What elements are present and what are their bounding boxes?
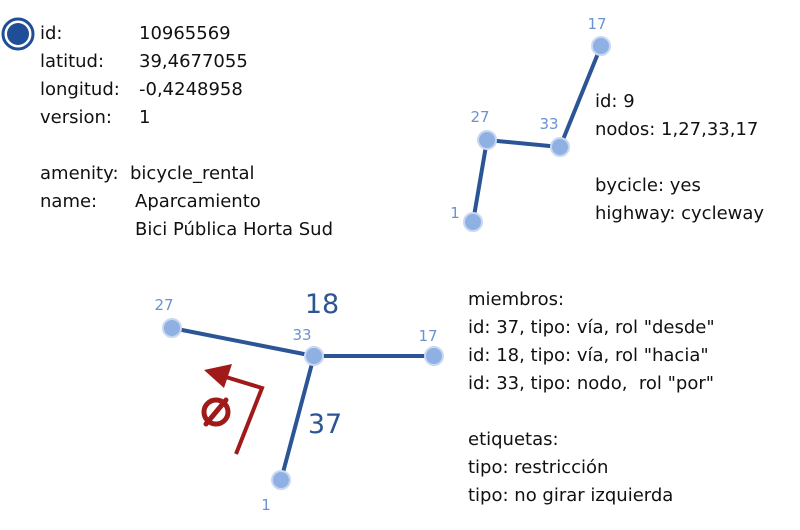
field-key: longitud: [40, 79, 120, 100]
field-value: -0,4248958 [139, 79, 243, 100]
way-node-1 [463, 212, 483, 232]
way-node-33 [550, 137, 570, 157]
node-field: longitud: -0,4248958 [40, 76, 380, 104]
relation-nodes [162, 318, 444, 490]
relation-node-label: 27 [154, 296, 173, 314]
node-info: id: 10965569 latitud: 39,4677055 longitu… [40, 20, 380, 132]
relation-node-label: 17 [418, 327, 437, 345]
relation-info: miembros: id: 37, tipo: vía, rol "desde"… [468, 286, 793, 510]
relation-info-line: etiquetas: [468, 429, 559, 450]
relation-node-1 [271, 470, 291, 490]
way-label-37: 37 [308, 409, 342, 440]
field-key: id: [40, 23, 63, 44]
relation-info-line [468, 398, 793, 426]
relation-node-labels: 27 33 17 1 [154, 296, 437, 514]
node-tag: amenity: bicycle_rental [40, 160, 380, 188]
tag-value: Bici Pública Horta Sud [135, 219, 334, 240]
relation-node-17 [424, 346, 444, 366]
node-field: version: 1 [40, 104, 380, 132]
tag-value: Aparcamiento [135, 191, 261, 212]
node-field: latitud: 39,4677055 [40, 48, 380, 76]
way-node-17 [591, 36, 611, 56]
way-info-line: highway: cycleway [595, 203, 765, 224]
relation-info-line: id: 37, tipo: vía, rol "desde" [468, 317, 715, 338]
way-node-label: 17 [587, 15, 606, 33]
node-tag: Bici Pública Horta Sud [40, 216, 380, 244]
way-node-27 [477, 130, 497, 150]
node-tags: amenity: bicycle_rental name: Aparcamien… [40, 160, 380, 244]
way-info-line: bycicle: yes [595, 175, 701, 196]
field-value: 39,4677055 [139, 51, 248, 72]
tag-value: bicycle_rental [130, 163, 255, 184]
relation-info-line: tipo: no girar izquierda [468, 485, 674, 506]
field-value: 1 [139, 107, 151, 128]
relation-node-label: 33 [292, 326, 311, 344]
relation-node-27 [162, 318, 182, 338]
way-info: id: 9 nodos: 1,27,33,17 bycicle: yes hig… [595, 88, 795, 228]
way-node-labels: 17 27 33 1 [450, 15, 606, 222]
way-nodes [463, 36, 611, 232]
tag-key: name: [40, 191, 98, 212]
node-field: id: 10965569 [40, 20, 380, 48]
field-value: 10965569 [139, 23, 231, 44]
way-node-label: 27 [470, 108, 489, 126]
way-info-line: id: 9 [595, 91, 635, 112]
field-key: latitud: [40, 51, 105, 72]
no-left-turn-icon [201, 364, 265, 455]
tag-key: amenity: [40, 163, 119, 184]
way-node-label: 33 [539, 115, 558, 133]
relation-node-33 [304, 346, 324, 366]
node-marker-icon [1, 17, 35, 51]
field-key: version: [40, 107, 112, 128]
relation-info-line: tipo: restricción [468, 457, 609, 478]
way-node-label: 1 [450, 204, 460, 222]
way-label-18: 18 [305, 289, 339, 320]
relation-info-line: miembros: [468, 289, 565, 310]
node-tag: name: Aparcamiento [40, 188, 380, 216]
relation-info-line: id: 33, tipo: nodo, rol "por" [468, 373, 715, 394]
relation-node-label: 1 [261, 496, 271, 514]
relation-ways [170, 326, 436, 482]
way-info-line: nodos: 1,27,33,17 [595, 119, 759, 140]
way-polyline [471, 44, 603, 224]
relation-info-line: id: 18, tipo: vía, rol "hacia" [468, 345, 709, 366]
relation-way-labels: 18 37 [305, 289, 342, 440]
way-info-line [595, 144, 795, 172]
